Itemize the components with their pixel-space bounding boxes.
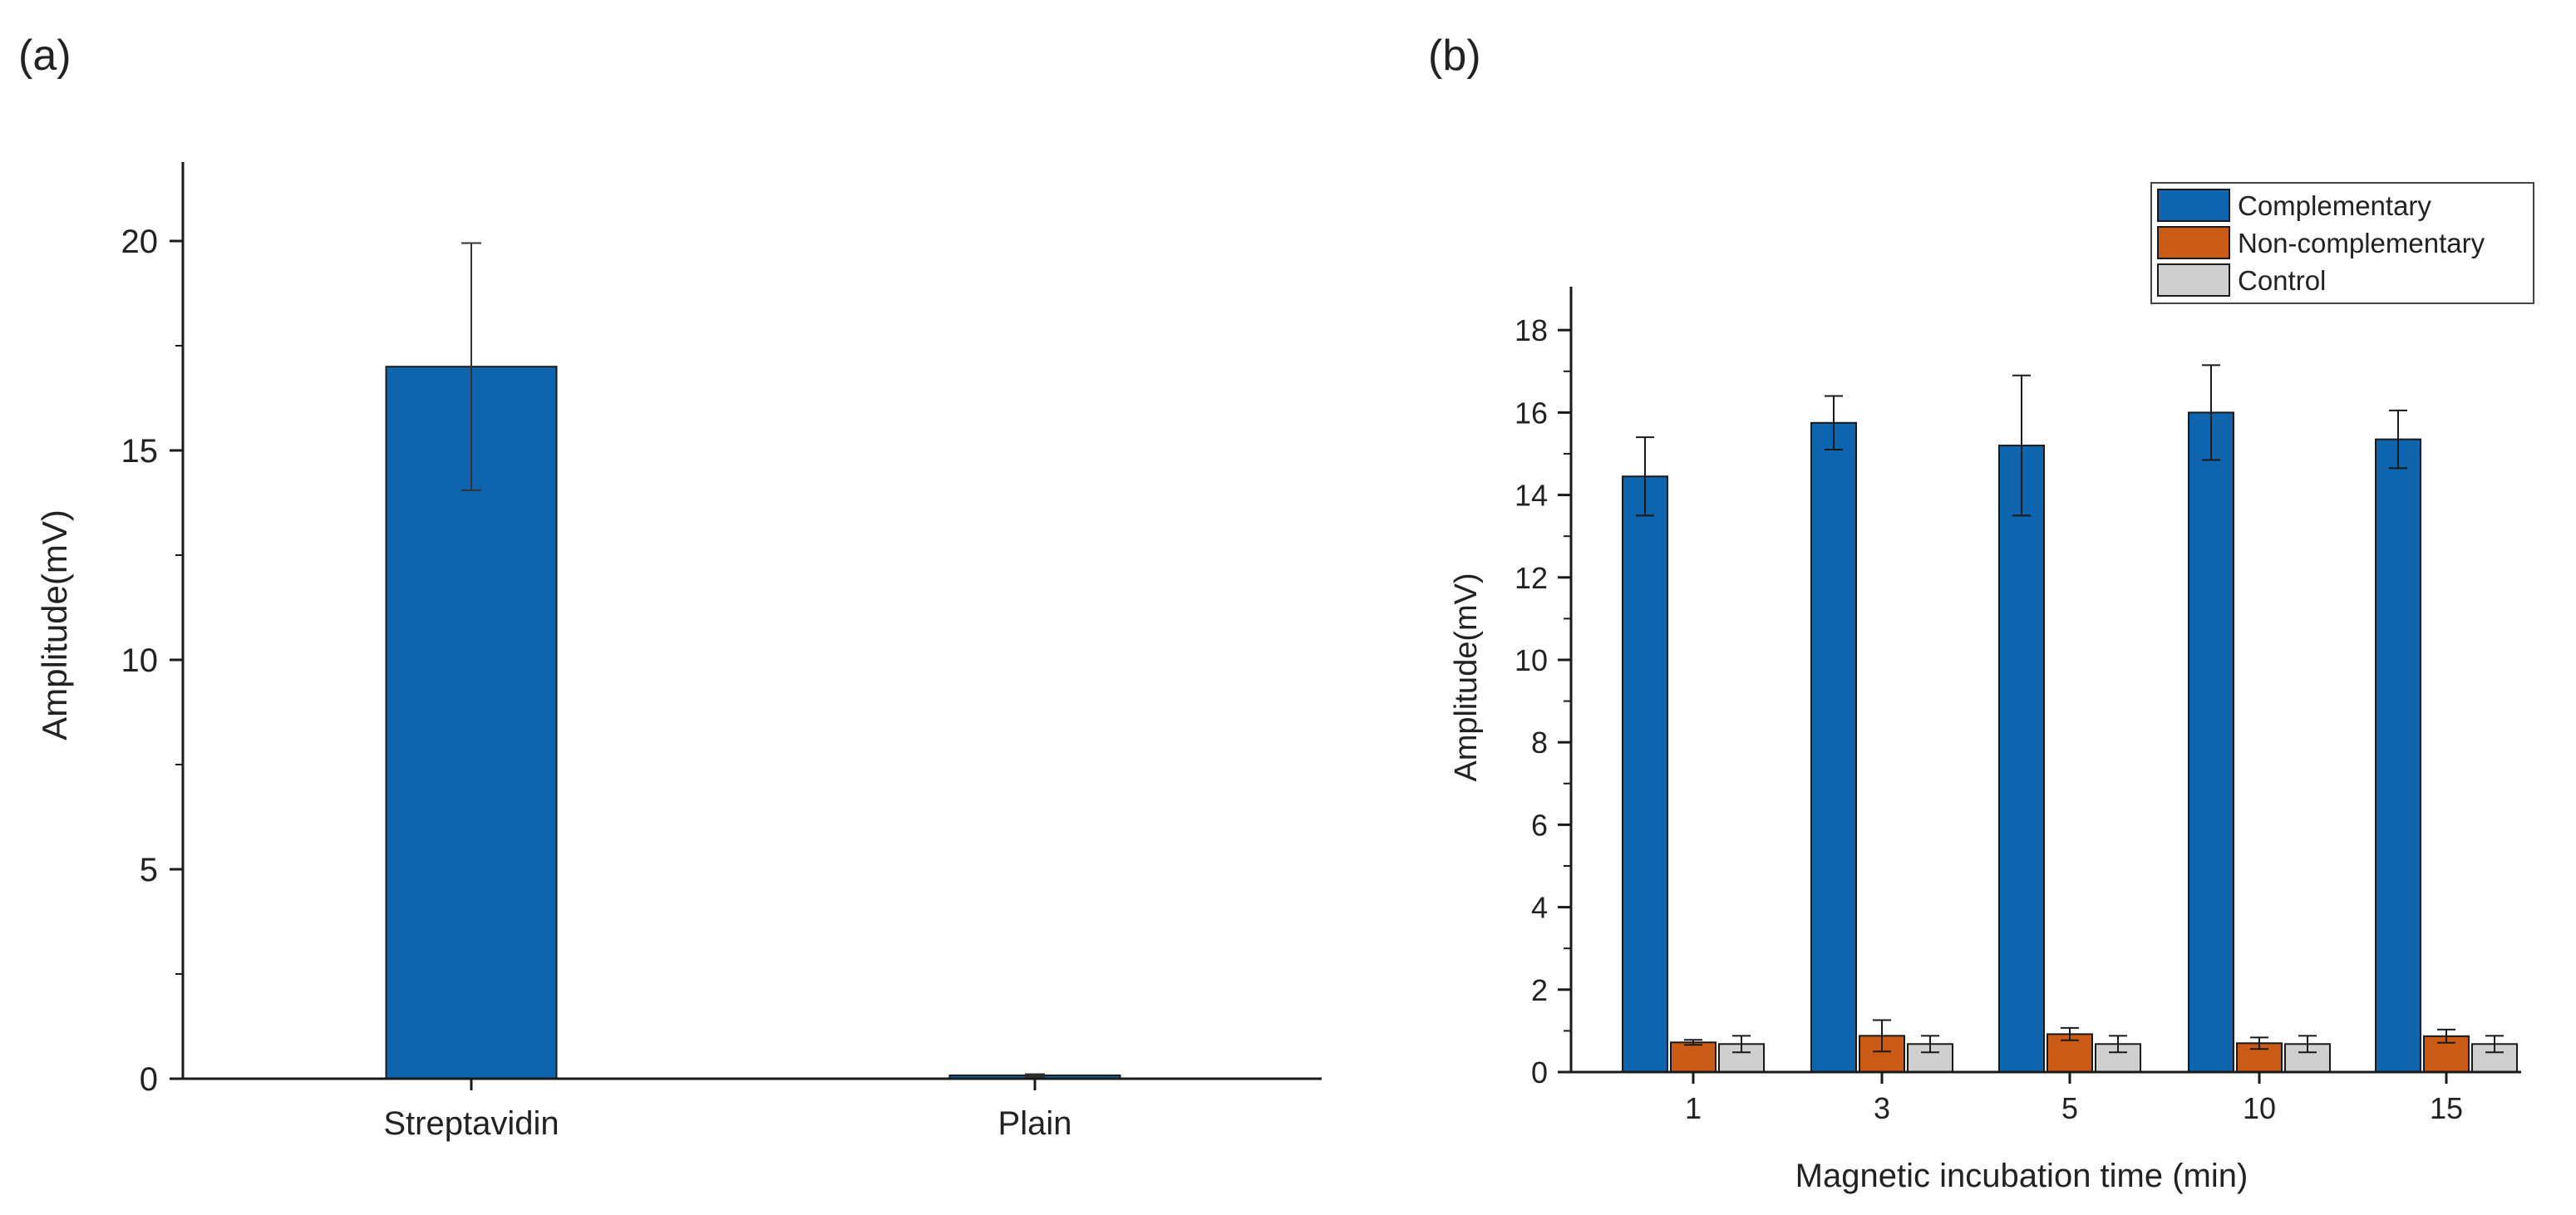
y-tick-label: 15 [121, 433, 159, 470]
y-tick-label: 8 [1531, 726, 1548, 760]
y-tick-label: 0 [1531, 1055, 1548, 1090]
x-tick-label-5: 5 [2061, 1091, 2078, 1125]
bar-complementary-15 [2375, 438, 2421, 1073]
y-tick-label: 10 [121, 642, 159, 679]
x-tick-label-10: 10 [2243, 1091, 2276, 1125]
chart-a: 0 5 10 15 20 Streptavidin Plain Amplitude(mV) [35, 162, 1322, 1142]
chart-b-errorbars [1636, 364, 2504, 1054]
y-tick-label: 12 [1515, 561, 1548, 595]
y-tick-label: 0 [140, 1061, 158, 1098]
panel-b-label: (b) [1428, 32, 1481, 80]
chart-b-legend: Complementary Non-complementary Control [2150, 182, 2534, 304]
legend-label-non-complementary: Non-complementary [2238, 228, 2485, 258]
chart-a-errorbars [461, 242, 1045, 1078]
chart-a-x-axis: Streptavidin Plain [183, 1077, 1322, 1142]
chart-b-x-axis-label: Magnetic incubation time (min) [1795, 1158, 2248, 1194]
bar-complementary-3 [1810, 421, 1857, 1073]
y-tick-label: 6 [1531, 808, 1548, 842]
y-tick-label: 10 [1515, 643, 1548, 677]
bar-non-complementary-1 [1670, 1041, 1717, 1073]
y-tick-label: 2 [1531, 973, 1548, 1007]
y-tick-label: 16 [1515, 396, 1548, 430]
chart-b-bars [1622, 411, 2518, 1074]
y-tick-label: 18 [1515, 313, 1548, 347]
legend-swatch-complementary [2157, 189, 2230, 222]
legend-swatch-control [2157, 263, 2230, 297]
bar-complementary-1 [1622, 475, 1668, 1073]
x-tick-label-1: 1 [1685, 1091, 1702, 1125]
chart-b-y-axis: 0 2 4 6 8 10 12 14 16 18 [1515, 287, 1573, 1090]
legend-swatch-non-complementary [2157, 226, 2230, 259]
y-tick-label: 4 [1531, 891, 1548, 925]
legend-label-control: Control [2238, 265, 2326, 296]
y-tick-label: 5 [140, 852, 158, 888]
chart-a-y-axis-label: Amplitude(mV) [35, 509, 74, 740]
x-tick-label-3: 3 [1874, 1091, 1890, 1125]
y-tick-label: 20 [121, 224, 159, 260]
chart-b-x-axis: 1 3 5 10 15 [1571, 1070, 2521, 1125]
chart-b: 0 2 4 6 8 10 12 14 16 18 1 3 5 10 15 Amplitude(mV) Ma… [1449, 182, 2534, 1194]
bar-complementary-5 [1998, 445, 2045, 1073]
chart-b-y-axis-label: Amplitude(mV) [1449, 573, 1484, 781]
chart-a-y-axis: 0 5 10 15 20 [121, 162, 185, 1098]
legend-label-complementary: Complementary [2238, 190, 2431, 221]
bar-complementary-10 [2188, 411, 2234, 1073]
x-tick-label-15: 15 [2430, 1091, 2463, 1125]
x-tick-label-streptavidin: Streptavidin [383, 1105, 559, 1142]
y-tick-label: 14 [1515, 479, 1548, 513]
chart-a-bars [385, 366, 1121, 1080]
panel-a-label: (a) [18, 32, 71, 80]
x-tick-label-plain: Plain [998, 1105, 1072, 1142]
